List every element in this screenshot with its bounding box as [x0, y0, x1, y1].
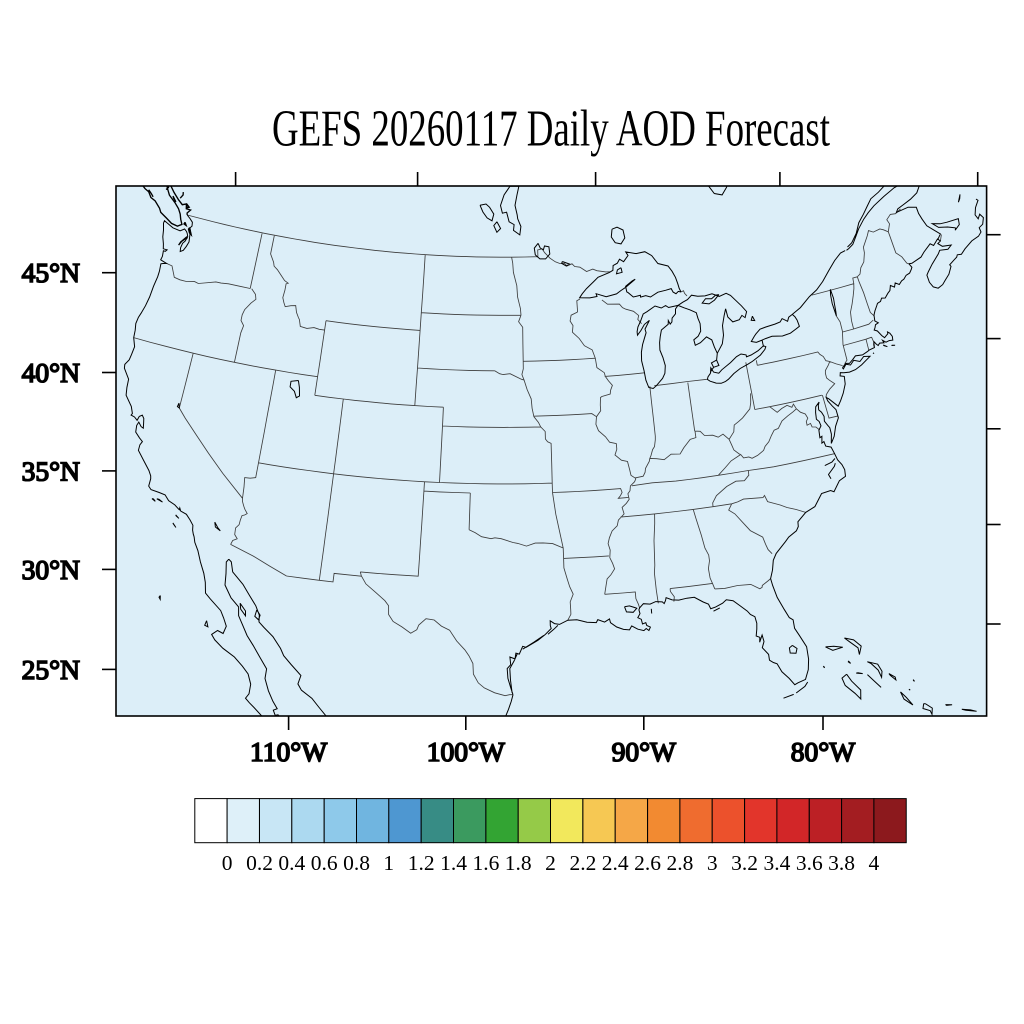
svg-text:0.2: 0.2: [246, 851, 273, 875]
svg-text:3.2: 3.2: [731, 851, 758, 875]
svg-text:100°W: 100°W: [427, 736, 505, 767]
svg-text:0: 0: [222, 851, 233, 875]
svg-text:0.4: 0.4: [278, 851, 305, 875]
svg-text:1.8: 1.8: [505, 851, 532, 875]
svg-text:1.4: 1.4: [440, 851, 467, 875]
svg-text:1.2: 1.2: [408, 851, 435, 875]
svg-text:4: 4: [869, 851, 880, 875]
svg-text:2.6: 2.6: [634, 851, 661, 875]
svg-text:30°N: 30°N: [22, 554, 80, 585]
svg-text:2.2: 2.2: [569, 851, 596, 875]
svg-text:3: 3: [707, 851, 718, 875]
svg-text:0.6: 0.6: [311, 851, 338, 875]
svg-text:80°W: 80°W: [791, 736, 855, 767]
svg-text:90°W: 90°W: [612, 736, 676, 767]
svg-text:GEFS 20260117 Daily AOD Foreca: GEFS 20260117 Daily AOD Forecast: [272, 101, 830, 158]
svg-text:45°N: 45°N: [22, 257, 80, 288]
svg-text:25°N: 25°N: [22, 654, 80, 685]
svg-text:2: 2: [545, 851, 556, 875]
svg-text:110°W: 110°W: [250, 736, 327, 767]
svg-text:2.8: 2.8: [666, 851, 693, 875]
svg-text:2.4: 2.4: [602, 851, 629, 875]
svg-text:1: 1: [383, 851, 394, 875]
svg-text:0.8: 0.8: [343, 851, 370, 875]
svg-text:3.6: 3.6: [796, 851, 823, 875]
svg-text:35°N: 35°N: [22, 455, 80, 486]
svg-text:3.8: 3.8: [828, 851, 855, 875]
svg-text:40°N: 40°N: [22, 357, 80, 388]
svg-text:1.6: 1.6: [472, 851, 499, 875]
svg-text:3.4: 3.4: [763, 851, 790, 875]
